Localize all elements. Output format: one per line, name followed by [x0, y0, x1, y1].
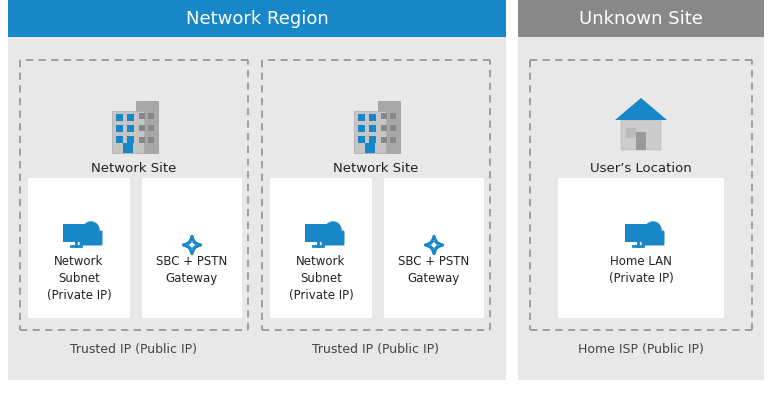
- FancyBboxPatch shape: [636, 132, 646, 150]
- FancyBboxPatch shape: [390, 125, 396, 131]
- FancyBboxPatch shape: [369, 125, 376, 132]
- FancyBboxPatch shape: [80, 230, 103, 246]
- Text: Unknown Site: Unknown Site: [579, 10, 703, 27]
- FancyBboxPatch shape: [369, 114, 376, 121]
- FancyBboxPatch shape: [148, 137, 154, 143]
- FancyBboxPatch shape: [358, 125, 365, 132]
- FancyBboxPatch shape: [127, 125, 134, 132]
- FancyBboxPatch shape: [365, 143, 375, 153]
- Text: Network
Subnet
(Private IP): Network Subnet (Private IP): [46, 255, 111, 302]
- Polygon shape: [615, 98, 667, 120]
- Text: Home LAN
(Private IP): Home LAN (Private IP): [608, 255, 673, 285]
- FancyBboxPatch shape: [321, 230, 344, 246]
- FancyBboxPatch shape: [518, 0, 764, 37]
- FancyBboxPatch shape: [116, 114, 123, 121]
- FancyBboxPatch shape: [116, 125, 123, 132]
- Text: Network Site: Network Site: [334, 162, 418, 175]
- FancyBboxPatch shape: [112, 111, 144, 153]
- FancyBboxPatch shape: [142, 178, 242, 318]
- FancyBboxPatch shape: [28, 178, 130, 318]
- Text: User’s Location: User’s Location: [590, 162, 692, 175]
- FancyBboxPatch shape: [358, 136, 365, 143]
- FancyBboxPatch shape: [625, 224, 651, 242]
- FancyBboxPatch shape: [390, 113, 396, 119]
- FancyBboxPatch shape: [63, 224, 89, 242]
- FancyBboxPatch shape: [642, 230, 665, 246]
- Text: Network Site: Network Site: [91, 162, 177, 175]
- FancyBboxPatch shape: [381, 137, 387, 143]
- Text: SBC + PSTN
Gateway: SBC + PSTN Gateway: [398, 255, 469, 285]
- FancyBboxPatch shape: [518, 8, 764, 380]
- Text: Trusted IP (Public IP): Trusted IP (Public IP): [313, 343, 439, 356]
- Text: Trusted IP (Public IP): Trusted IP (Public IP): [70, 343, 198, 356]
- FancyBboxPatch shape: [123, 143, 133, 153]
- FancyBboxPatch shape: [139, 113, 145, 119]
- Circle shape: [325, 222, 341, 238]
- FancyBboxPatch shape: [621, 120, 661, 150]
- FancyBboxPatch shape: [358, 114, 365, 121]
- FancyBboxPatch shape: [127, 114, 134, 121]
- FancyBboxPatch shape: [139, 137, 145, 143]
- FancyBboxPatch shape: [626, 128, 636, 138]
- FancyBboxPatch shape: [116, 136, 123, 143]
- FancyBboxPatch shape: [305, 224, 331, 242]
- FancyBboxPatch shape: [8, 8, 506, 380]
- FancyBboxPatch shape: [558, 178, 724, 318]
- FancyBboxPatch shape: [148, 113, 154, 119]
- FancyBboxPatch shape: [270, 178, 372, 318]
- FancyBboxPatch shape: [136, 101, 158, 153]
- FancyBboxPatch shape: [381, 125, 387, 131]
- FancyBboxPatch shape: [381, 113, 387, 119]
- Text: SBC + PSTN
Gateway: SBC + PSTN Gateway: [157, 255, 228, 285]
- FancyBboxPatch shape: [369, 136, 376, 143]
- Text: Home ISP (Public IP): Home ISP (Public IP): [578, 343, 704, 356]
- Circle shape: [83, 222, 99, 238]
- FancyBboxPatch shape: [148, 125, 154, 131]
- Text: Network
Subnet
(Private IP): Network Subnet (Private IP): [289, 255, 354, 302]
- FancyBboxPatch shape: [378, 101, 400, 153]
- FancyBboxPatch shape: [390, 137, 396, 143]
- Text: Network Region: Network Region: [185, 10, 328, 27]
- Circle shape: [645, 222, 661, 238]
- FancyBboxPatch shape: [127, 136, 134, 143]
- FancyBboxPatch shape: [354, 111, 386, 153]
- FancyBboxPatch shape: [139, 125, 145, 131]
- FancyBboxPatch shape: [384, 178, 484, 318]
- FancyBboxPatch shape: [8, 0, 506, 37]
